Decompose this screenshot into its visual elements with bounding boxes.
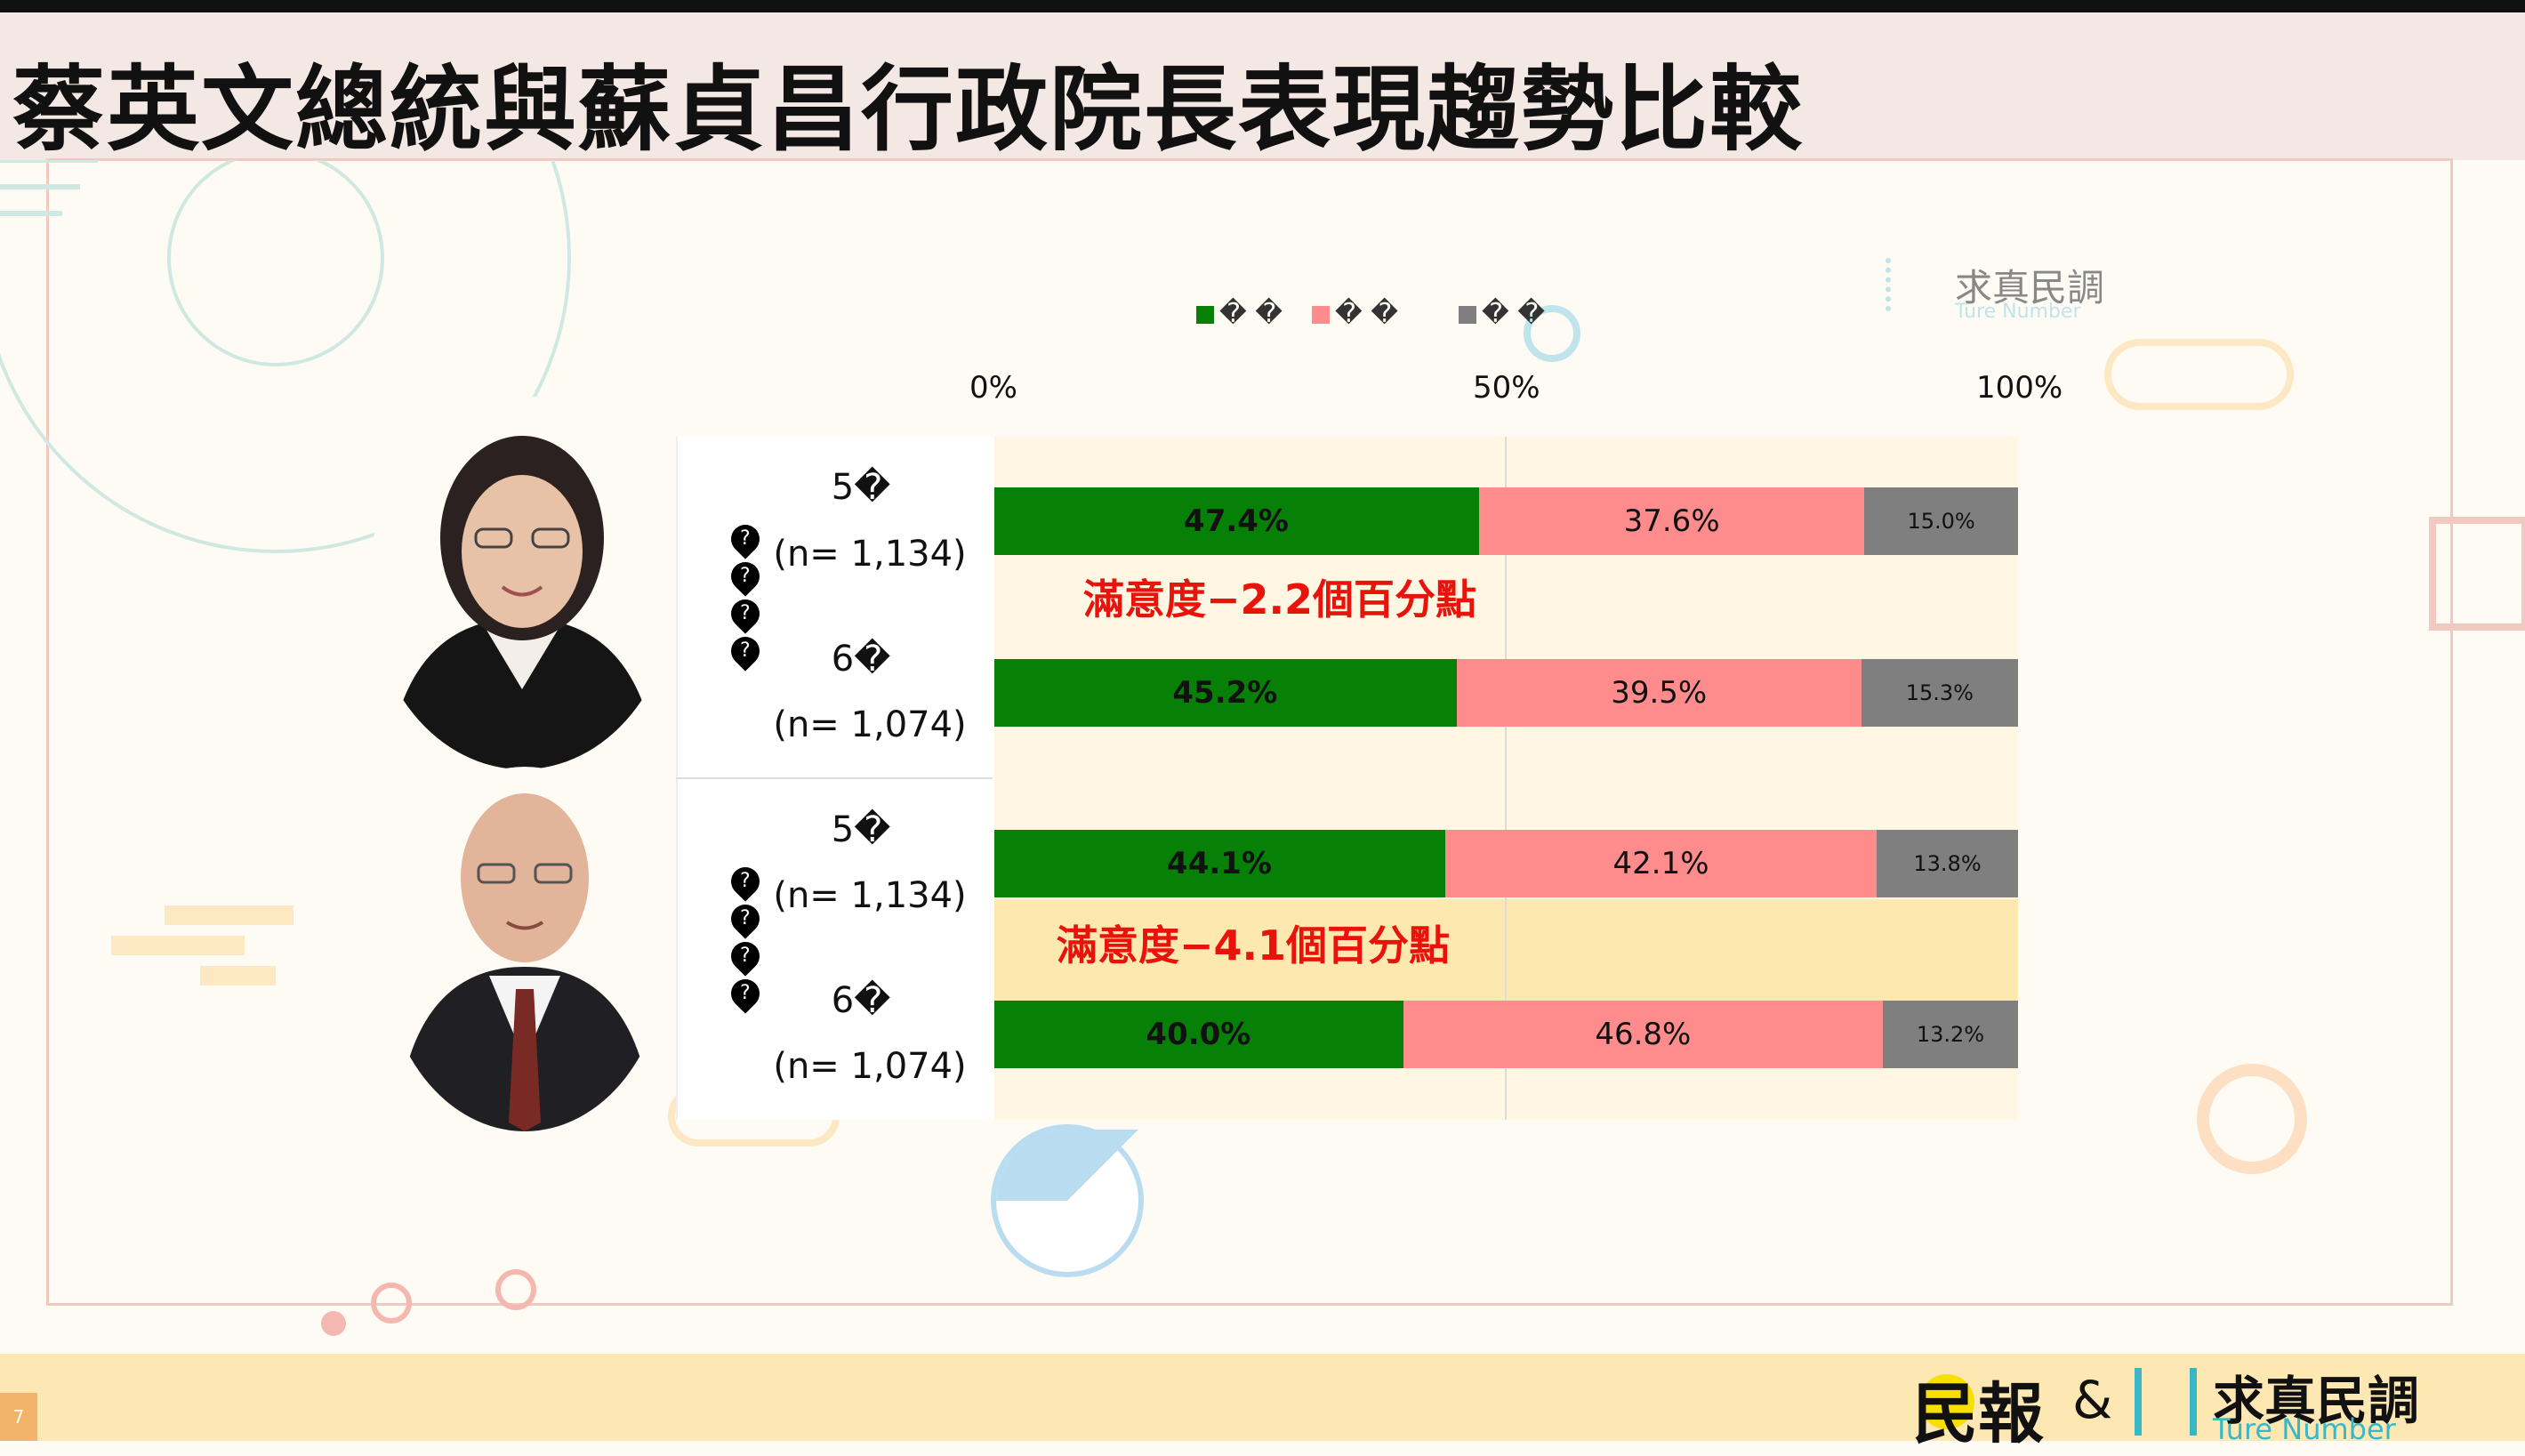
data-label-unsatisfied-1: 37.6% [1623,503,1720,539]
category-label-3-n: (n= 1,134) [773,875,967,916]
legend-swatch-no-answer [1459,305,1476,324]
data-label-no-answer-3: 13.8% [1913,851,1982,876]
data-label-no-answer-4: 13.2% [1916,1022,1985,1047]
data-label-satisfied-3: 44.1% [1167,846,1272,881]
category-label-4-month: 6� [831,980,891,1021]
category-label-2-month: 6� [831,639,891,680]
x-tick-100: 100% [1976,370,2063,406]
footer-ampersand: & [2072,1370,2113,1430]
data-label-satisfied-4: 40.0% [1146,1017,1251,1052]
annotation-su: 滿意度−4.1個百分點 [1057,921,1451,969]
category-label-1-n: (n= 1,134) [773,534,967,575]
bar-satisfied-4 [993,1001,1403,1068]
category-label-3-month: 5� [831,809,891,850]
group-separator [676,777,993,779]
category-label-4-n: (n= 1,074) [773,1046,967,1087]
true-number-logo-cn: 求真民調 [2213,1371,2420,1431]
page-title: 蔡英文總統與蘇貞昌行政院長表現趨勢比較 [12,54,1805,164]
true-number-logo-en: Ture Number [2213,1412,2396,1446]
minbao-logo: 民報 [1912,1376,2044,1452]
data-label-no-answer-1: 15.0% [1907,509,1975,534]
category-label-2-n: (n= 1,074) [773,704,967,745]
data-label-unsatisfied-2: 39.5% [1611,675,1708,711]
content-frame [46,158,2453,1306]
top-bar [0,0,2525,12]
background-decoration [0,160,2525,1336]
legend-satisfied: � � [1196,298,1283,329]
bar-no-answer-1 [1864,487,2018,555]
legend-no-answer: � � [1459,298,1545,329]
tsai-portrait [369,396,675,769]
bar-satisfied-3 [993,830,1446,897]
category-label-1-month: 5� [831,467,891,508]
x-tick-50: 50% [1473,370,1540,406]
data-label-unsatisfied-3: 42.1% [1612,846,1709,881]
footer-bar [0,1354,2525,1441]
data-label-satisfied-2: 45.2% [1172,675,1278,711]
gridline-50 [1505,437,1507,1120]
legend-swatch-unsatisfied [1312,305,1330,324]
bar-no-answer-2 [1861,659,2018,727]
x-tick-0: 0% [969,370,1017,406]
bar-satisfied-2 [993,659,1457,727]
true-number-logo-icon [2135,1368,2197,1436]
watermark-logo-cn: 求真民調 [1955,266,2105,310]
legend-swatch-satisfied [1196,305,1214,324]
data-label-unsatisfied-4: 46.8% [1595,1017,1692,1052]
data-label-no-answer-2: 15.3% [1905,680,1974,705]
bar-unsatisfied-4 [1403,1001,1883,1068]
bar-satisfied-1 [993,487,1480,555]
bar-no-answer-3 [1877,830,2018,897]
title-bar [0,12,2525,160]
su-portrait [382,767,667,1131]
bar-unsatisfied-1 [1479,487,1865,555]
watermark-icon [1886,258,1918,311]
data-label-satisfied-1: 47.4% [1184,503,1289,539]
annotation-tsai: 滿意度−2.2個百分點 [1083,575,1477,623]
legend-unsatisfied: � � [1312,298,1398,329]
bar-unsatisfied-2 [1456,659,1862,727]
bar-no-answer-4 [1882,1001,2018,1068]
minbao-logo-mark [1919,1374,1974,1429]
page-number: 7 [0,1393,37,1441]
watermark-logo-en: Ture Number [1955,301,2081,323]
bar-unsatisfied-3 [1445,830,1878,897]
